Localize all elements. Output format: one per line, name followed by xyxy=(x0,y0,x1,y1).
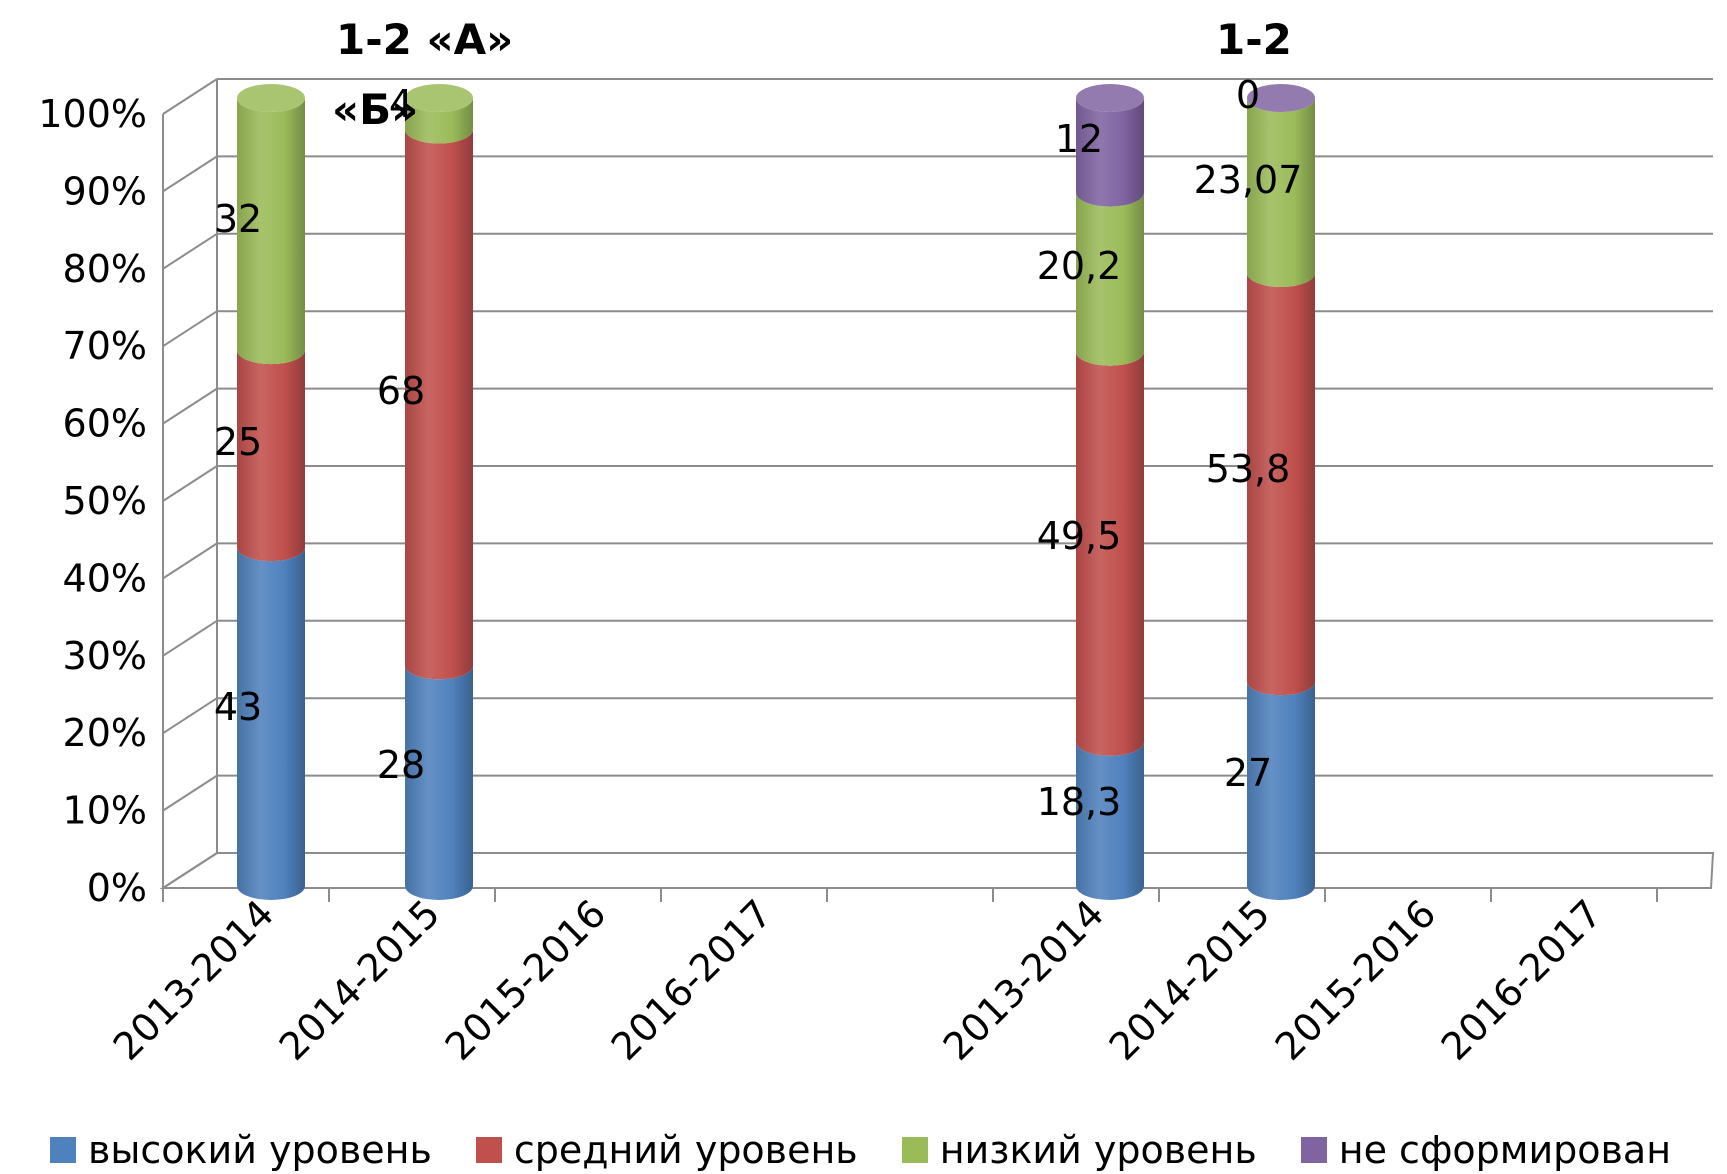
data-label: 20,2 xyxy=(1037,244,1122,288)
x-tick-label: 2016-2017 xyxy=(603,891,781,1069)
bar-segment xyxy=(1247,98,1315,288)
legend-item-high: высокий уровень xyxy=(50,1128,432,1172)
side-grid-10 xyxy=(162,774,218,812)
data-label: 53,8 xyxy=(1206,447,1291,491)
x-tick-label: 2013-2014 xyxy=(105,891,283,1069)
y-tick-label: 90% xyxy=(63,169,147,213)
data-label: 28 xyxy=(377,743,425,787)
group-title-1: 1-2 «А» «Б» xyxy=(332,14,514,136)
bar-segment xyxy=(1076,192,1144,366)
bar-segment xyxy=(1247,273,1315,696)
side-grid-20 xyxy=(162,697,218,735)
legend: высокий уровень средний уровень низкий у… xyxy=(50,1128,1671,1172)
bar-segment xyxy=(1247,681,1315,900)
x-tick-label: 2015-2016 xyxy=(1267,891,1445,1069)
legend-item-not-formed: не сформирован xyxy=(1300,1128,1672,1172)
y-tick-label: 30% xyxy=(63,634,147,678)
group-title-2: 1-2 xyxy=(1216,14,1292,66)
data-label: 12 xyxy=(1055,117,1103,161)
data-label: 68 xyxy=(377,369,425,413)
bar-top-cap xyxy=(1247,84,1315,112)
data-label: 18,3 xyxy=(1037,780,1122,824)
bar-segment xyxy=(405,98,473,144)
bar-segment xyxy=(405,129,473,680)
legend-item-medium: средний уровень xyxy=(475,1128,858,1172)
side-grid-80 xyxy=(162,232,218,270)
y-tick-label: 40% xyxy=(63,556,147,600)
floor xyxy=(159,852,1715,889)
legend-swatch-high xyxy=(50,1137,76,1163)
data-label: 25 xyxy=(214,420,262,464)
bar-segment xyxy=(1076,351,1144,756)
data-label: 49,5 xyxy=(1037,514,1122,558)
bar-segment xyxy=(237,547,305,900)
y-tick-label: 0% xyxy=(87,866,147,910)
side-grid-40 xyxy=(162,542,218,580)
x-tick-label: 2013-2014 xyxy=(935,891,1113,1069)
legend-swatch-medium xyxy=(475,1137,502,1163)
side-grid-60 xyxy=(162,387,218,425)
bar-segment xyxy=(405,665,473,900)
data-label: 32 xyxy=(214,197,262,241)
x-tick-label: 2014-2015 xyxy=(271,891,449,1069)
bar-segment xyxy=(1076,741,1144,900)
legend-label-high: высокий уровень xyxy=(88,1128,432,1172)
legend-swatch-low xyxy=(901,1137,928,1163)
group-title-1-line2: «Б» xyxy=(332,85,419,134)
y-tick-label: 80% xyxy=(63,247,147,291)
side-grid-100 xyxy=(162,78,218,115)
legend-label-not-formed: не сформирован xyxy=(1338,1128,1672,1172)
y-tick-label: 70% xyxy=(63,324,147,368)
y-tick-label: 50% xyxy=(63,479,147,523)
y-tick-label: 100% xyxy=(38,92,147,136)
group-title-2-line1: 1-2 xyxy=(1216,15,1292,64)
x-tick-label: 2014-2015 xyxy=(1101,891,1279,1069)
side-grid-90 xyxy=(162,155,218,193)
x-tick-label: 2015-2016 xyxy=(437,891,615,1069)
bar-segment xyxy=(237,98,305,365)
bar-top-cap xyxy=(237,84,305,112)
legend-label-low: низкий уровень xyxy=(939,1128,1257,1172)
bar-top-cap xyxy=(405,84,473,112)
y-tick-label: 10% xyxy=(63,789,147,833)
side-grid-70 xyxy=(162,310,218,348)
side-grid-30 xyxy=(162,619,218,657)
group-title-1-line1: 1-2 «А» xyxy=(336,15,514,64)
side-grid-50 xyxy=(162,465,218,502)
bar-segment xyxy=(1076,98,1144,207)
data-label: 23,07 xyxy=(1194,158,1303,202)
y-tick-label: 20% xyxy=(63,711,147,755)
data-label: 0 xyxy=(1236,73,1260,117)
bar-top-cap xyxy=(1076,84,1144,112)
bar-segment xyxy=(237,350,305,562)
legend-swatch-not-formed xyxy=(1300,1137,1327,1163)
x-tick-label: 2016-2017 xyxy=(1433,891,1611,1069)
legend-item-low: низкий уровень xyxy=(901,1128,1257,1172)
data-label: 4 xyxy=(389,82,413,126)
y-tick-label: 60% xyxy=(63,402,147,446)
data-label: 43 xyxy=(214,685,262,729)
legend-label-medium: средний уровень xyxy=(513,1128,858,1172)
data-label: 27 xyxy=(1224,751,1272,795)
